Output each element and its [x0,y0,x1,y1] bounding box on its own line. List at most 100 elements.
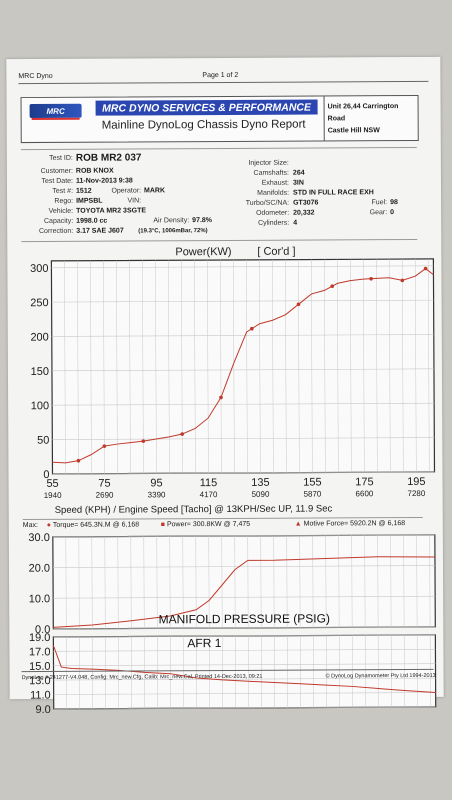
boost-grid-y-3 [53,626,436,630]
air-density-value: 97.8% [192,217,213,225]
logo-underline [31,117,80,121]
max-label: Max: [22,521,38,530]
power-grid-x-185 [388,259,391,473]
afr-chart-title: AFR 1 [187,636,221,650]
turbo-label: Turbo/SC/NA: [245,199,290,207]
power-marker-9 [400,278,405,283]
max-power: ■ Power= 300.8KW @ 7,475 [161,521,250,528]
boost-chart-title: MANIFOLD PRESSURE (PSIG) [159,611,330,626]
vehicle-info: Test ID: ROB MR2 037 Customer: ROB KNOX … [20,146,418,259]
boost-y-tick-3: 0.0 [35,624,50,633]
address-line-2: Castle Hill NSW [327,127,380,135]
company-name: MRC DYNO SERVICES & PERFORMANCE [95,99,318,116]
max-power-text: Power= 300.8KW @ 7,475 [166,520,251,529]
max-torque-text: Torque= 645.3N.M @ 6,168 [52,521,140,529]
power-grid-x-65 [77,260,79,474]
capacity-label: Capacity: [43,217,74,225]
power-grid-x-85 [129,260,131,474]
power-grid-x-150 [298,259,300,473]
header-divider [323,96,325,141]
power-grid-x-125 [233,259,235,473]
exhaust-label: Exhaust: [261,179,289,187]
vehicle-label: Vehicle: [48,207,74,215]
vin-label: VIN: [127,197,142,205]
power-grid-y-6 [52,471,435,475]
power-y-tick-1: 250 [30,297,48,309]
power-grid-x-155 [310,259,313,473]
power-grid-y-3 [51,368,434,372]
test-id-label: Test ID: [49,154,73,162]
afr-grid-y-3 [53,677,436,681]
power-grid-x-95 [155,260,157,474]
power-grid-x-200 [427,258,430,472]
power-grid-y-4 [52,402,435,406]
cylinders-value: 4 [293,219,298,227]
power-y-tick-6: 0 [43,469,49,481]
power-rpm-tick-0: 1940 [44,491,62,500]
afr-y-tick-1: 17.0 [29,646,50,658]
vehicle-value: TOYOTA MR2 3SGTE [76,207,147,215]
power-marker-10 [423,266,428,271]
info-rule [20,146,417,151]
afr-curve [52,645,436,694]
boost-grid-y-0 [52,534,435,538]
power-grid-x-105 [181,260,183,474]
boost-grid-y-2 [53,595,436,599]
afr-grid-y-0 [53,634,436,638]
power-marker-7 [330,284,334,289]
power-grid-y-0 [51,265,434,269]
operator-value: MARK [144,187,166,195]
power-grid-x-90 [142,260,144,474]
fuel-value: 98 [390,199,398,207]
power-rpm-tick-2: 3390 [148,490,166,499]
torque-marker-icon: ● [46,521,52,529]
odometer-value: 20,332 [293,209,315,217]
cylinders-label: Cylinders: [258,219,290,227]
power-grid-x-120 [220,260,222,474]
power-x-tick-1: 75 [98,478,110,490]
power-grid-x-140 [272,259,274,473]
correction-label: Correction: [38,227,74,235]
power-grid-x-100 [168,260,170,474]
customer-value: ROB KNOX [75,167,114,175]
power-rpm-tick-3: 4170 [200,490,218,499]
customer-label: Customer: [40,167,73,175]
gear-label: Gear: [369,209,388,217]
afr-grid-y-2 [53,663,436,667]
report-title: Mainline DynoLog Chassis Dyno Report [101,118,306,132]
power-grid-x-145 [285,259,287,473]
power-grid-x-115 [207,260,209,474]
power-grid-y-2 [51,334,434,337]
power-marker-8 [369,276,373,281]
afr-y-tick-0: 19.0 [29,632,50,644]
power-x-tick-4: 135 [251,477,269,489]
power-marker-4 [219,395,223,400]
test-id-value: ROB MR2 037 [75,152,142,164]
rego-value: IMPSBL [76,197,103,205]
air-density-label: Air Density: [153,217,190,225]
power-grid-y-1 [51,299,434,303]
power-grid-x-190 [401,259,404,473]
power-grid-x-180 [375,259,378,473]
power-grid-y-5 [52,437,435,440]
operator-label: Operator: [111,187,142,195]
footer-left: DynoLog # 241277-V4.048, Config: Mrc_new… [21,673,263,682]
power-rpm-tick-7: 7280 [407,489,425,498]
power-chart-subtitle: [ Cor'd ] [257,245,296,258]
power-grid-x-165 [336,259,339,473]
power-marker-2 [141,439,146,443]
manifolds-value: STD IN FULL RACE EXH [293,189,374,197]
afr-y-tick-4: 11.0 [30,690,51,702]
power-grid-x-170 [349,259,352,473]
afr-y-tick-2: 15.0 [29,661,50,673]
boost-grid-y-1 [52,565,435,568]
power-marker-1 [102,444,107,448]
afr-grid-y-5 [53,706,436,710]
manifolds-label: Manifolds: [257,189,290,197]
info-rule-bottom [21,238,418,243]
afr-grid-y-1 [53,649,436,652]
afr-chart: 19.0 17.0 15.0 13.0 11.0 9.0 AFR 1 [29,632,437,713]
power-x-tick-3: 115 [200,477,218,489]
test-no-label: Test #: [52,187,74,195]
